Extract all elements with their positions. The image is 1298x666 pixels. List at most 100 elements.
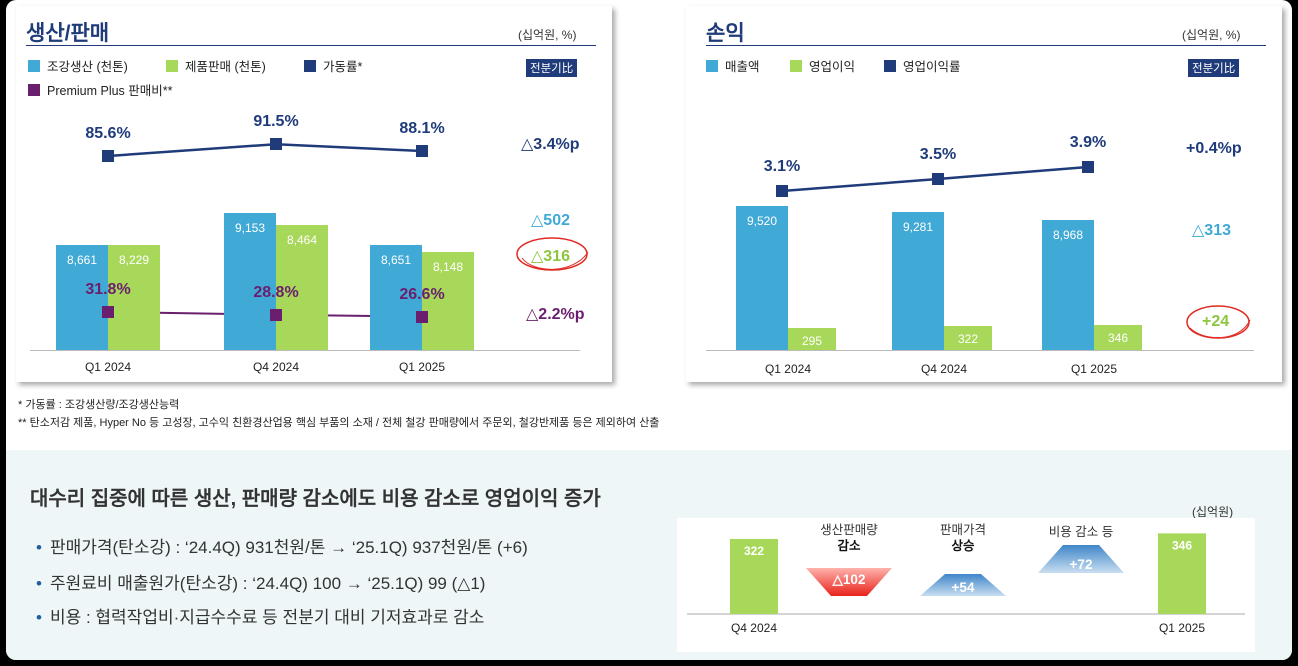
title-rule [26,45,596,46]
qoq-badge: 전분기比 [1188,59,1240,77]
utilization-value: 91.5% [253,113,299,131]
revenue-value: 9,520 [746,213,778,228]
op-profit-bar [1094,324,1142,350]
premium-marker [416,310,428,323]
product-sales-bar [108,245,160,350]
x-tick-label: Q1 2025 [1070,362,1118,376]
product-sales-swatch [166,59,178,72]
slide: 생산/판매 (십억원, %) 조강생산 (천톤) 제품판매 (천톤) 가동률* … [6,0,1292,660]
step-label: 생산판매량 [820,523,878,537]
start-bar [730,538,778,614]
x-tick-label: Q4 2024 [252,360,300,374]
legend-premium: Premium Plus 판매비** [28,80,173,99]
crude-steel-bar [224,213,276,350]
legend-utilization: 가동률* [304,56,362,75]
revenue-bar [736,205,788,350]
legend-op-profit: 영업이익 [790,56,855,75]
revenue-value: 9,281 [902,219,934,234]
x-axis [706,350,1254,351]
production-sales-panel: 생산/판매 (십억원, %) 조강생산 (천톤) 제품판매 (천톤) 가동률* … [16,6,612,382]
step-value: +54 [952,580,975,595]
delta-revenue: △313 [1192,222,1231,239]
bullet-text: 주원료비 매출원가(탄소강) : ‘24.4Q) 100 → ‘25.1Q) 9… [49,574,486,593]
premium-marker [270,308,282,321]
utilization-value: 85.6% [85,125,131,142]
op-margin-marker [932,173,944,185]
op-margin-swatch [884,59,896,72]
summary-bullet: • 비용 : 협력작업비·지급수수료 등 전분기 대비 기저효과로 감소 [36,603,484,628]
panel-title: 생산/판매 [26,22,110,45]
premium-value: 28.8% [253,283,299,301]
op-profit-value: 322 [957,332,979,347]
legend-op-margin: 영업이익률 [884,56,961,75]
step-label: 비용 감소 등 [1049,525,1113,539]
premium-swatch [28,83,40,96]
step-label: 감소 [837,538,861,553]
increase-arrow [920,574,1006,596]
op-margin-marker [1082,161,1094,173]
x-tick-label: Q4 2024 [920,362,968,376]
op-profit-bar [788,328,836,350]
revenue-value: 8,968 [1052,228,1084,242]
crude-steel-value: 9,153 [234,221,266,236]
end-value: 346 [1172,538,1192,552]
product-sales-value: 8,464 [286,233,318,248]
highlight-circle [516,237,589,271]
revenue-swatch [706,59,718,72]
delta-premium: △2.2%p [526,306,585,323]
op-profit-value: 295 [801,334,823,348]
legend-label: 조강생산 (천톤) [47,60,128,74]
utilization-value: 88.1% [399,120,445,137]
bullet-text: 판매가격(탄소강) : ‘24.4Q) 931천원/톤 → ‘25.1Q) 93… [49,538,528,557]
x-tick-label: Q1 2025 [1159,621,1205,635]
unit-label: (십억원, %) [1182,28,1241,42]
legend-label: Premium Plus 판매비** [47,84,173,98]
end-bar [1158,533,1206,614]
crude-steel-swatch [28,59,40,72]
x-tick-label: Q4 2024 [731,621,777,635]
delta-margin: +0.4%p [1186,140,1242,157]
op-margin-marker [776,185,788,197]
product-sales-bar [422,252,474,350]
utilization-marker [416,145,428,157]
decrease-arrow [806,568,892,596]
crude-steel-value: 8,651 [380,253,412,268]
legend-label: 제품판매 (천톤) [185,60,266,74]
footnote-2: ** 탄소저감 제품, Hyper No 등 고성장, 고수익 친환경산업용 핵… [18,417,660,429]
op-margin-value: 3.9% [1069,134,1107,151]
legend-label: 영업이익 [809,60,856,74]
footnote-1: * 가동률 : 조강생산량/조강생산능력 [18,399,180,411]
summary-headline: 대수리 집중에 따른 생산, 판매량 감소에도 비용 감소로 영업이익 증가 [30,488,601,510]
step-label: 판매가격 [940,523,986,537]
bullet-dot: • [36,538,42,557]
step-value: △102 [832,572,866,587]
step-label: 상승 [951,538,975,553]
revenue-bar [1042,220,1094,350]
delta-op-profit: +24 [1202,313,1230,330]
legend-label: 가동률* [323,60,363,74]
utilization-swatch [304,59,316,72]
legend-label: 영업이익률 [903,60,961,74]
x-tick-label: Q1 2024 [84,360,132,374]
x-tick-label: Q1 2025 [398,360,446,374]
bullet-text: 비용 : 협력작업비·지급수수료 등 전분기 대비 기저효과로 감소 [49,608,485,627]
delta-utilization: △3.4%p [521,136,580,153]
legend-crude-steel: 조강생산 (천톤) [28,56,128,75]
legend-product-sales: 제품판매 (천톤) [166,56,266,75]
waterfall-unit: (십억원) [1192,505,1234,519]
legend-revenue: 매출액 [706,56,760,75]
delta-product: △316 [531,248,570,265]
crude-steel-value: 8,661 [66,252,98,267]
bullet-dot: • [36,574,42,593]
utilization-marker [270,138,282,151]
crude-steel-bar [370,245,422,350]
utilization-line [107,142,423,158]
unit-label: (십억원, %) [518,28,577,42]
premium-marker [102,306,114,318]
premium-value: 26.6% [399,285,445,303]
op-profit-bar [944,326,992,350]
op-profit-swatch [790,59,802,72]
panel-title: 손익 [706,22,745,45]
summary-bullet: • 주원료비 매출원가(탄소강) : ‘24.4Q) 100 → ‘25.1Q) … [36,569,485,594]
